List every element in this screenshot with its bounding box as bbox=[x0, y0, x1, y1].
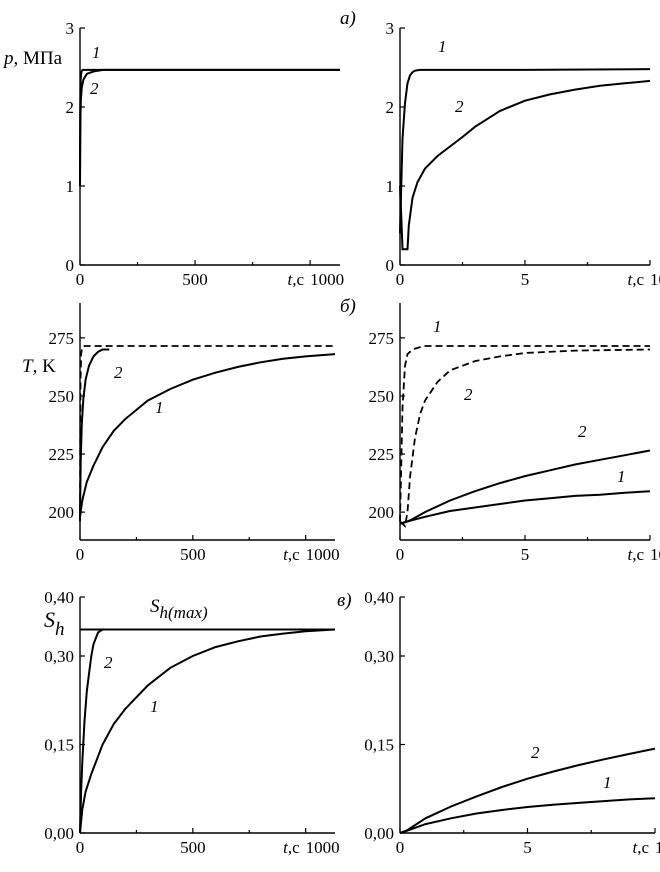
x-tick-label: 5 bbox=[521, 545, 530, 564]
curve-label: 1 bbox=[150, 697, 159, 716]
x-tick-label: 0 bbox=[396, 270, 405, 289]
panel-label: б) bbox=[340, 296, 356, 317]
curve-label: 1 bbox=[155, 398, 164, 417]
curve-label: 1 bbox=[603, 773, 612, 792]
series-line-2 bbox=[399, 747, 656, 834]
y-tick-label: 275 bbox=[49, 329, 75, 348]
curve-label: 2 bbox=[104, 653, 113, 672]
x-tick-label: 500 bbox=[180, 545, 206, 564]
x-tick-label: 0 bbox=[396, 838, 405, 857]
x-tick-label: 500 bbox=[182, 270, 208, 289]
annotation-label: Sh(max) bbox=[150, 596, 208, 622]
x-axis-label: t,c bbox=[627, 545, 644, 564]
y-tick-label: 225 bbox=[49, 445, 75, 464]
x-tick-label: 10 bbox=[650, 545, 660, 564]
series-line-2 bbox=[399, 79, 651, 251]
x-tick-label: 1000 bbox=[306, 545, 340, 564]
curve-label: 2 bbox=[90, 79, 99, 98]
panel-S_short: 0 5 10 t,c 0,00 0,15 0,30 0,40 2 1 bbox=[364, 588, 660, 857]
panel-p_long: 0 500 1000 t,c 0 1 2 3p, МПа а) 1 2 bbox=[2, 8, 356, 289]
x-tick-label: 5 bbox=[521, 270, 530, 289]
series-line-2 bbox=[399, 449, 651, 525]
curve-label: 1 bbox=[438, 37, 447, 56]
y-tick-label: 250 bbox=[369, 387, 395, 406]
y-tick-label: 3 bbox=[386, 19, 395, 38]
panel-label: а) bbox=[340, 8, 356, 29]
y-tick-label: 2 bbox=[66, 98, 75, 117]
x-axis-label: t,c bbox=[627, 270, 644, 289]
series-line-1 bbox=[399, 68, 651, 234]
y-tick-label: 275 bbox=[369, 329, 395, 348]
y-tick-label: 0,40 bbox=[44, 588, 74, 607]
curve-label: 1 bbox=[433, 317, 442, 336]
x-tick-label: 0 bbox=[76, 545, 85, 564]
y-tick-label: 0,15 bbox=[44, 736, 74, 755]
y-tick-label: 0,40 bbox=[364, 588, 394, 607]
panel-T_long: 0 500 1000 t,c 200 225 250 275 T, K б) 2 1 bbox=[22, 296, 356, 564]
y-tick-label: 0,15 bbox=[364, 736, 394, 755]
curve-label: 2 bbox=[531, 743, 540, 762]
panel-label: в) bbox=[337, 590, 352, 611]
y-tick-label: 0,30 bbox=[364, 647, 394, 666]
curve-label: 2 bbox=[578, 422, 587, 441]
x-axis-label: t,c bbox=[283, 838, 300, 857]
y-tick-label: 225 bbox=[369, 445, 395, 464]
y-tick-label: 0 bbox=[386, 256, 395, 275]
y-tick-label: 3 bbox=[66, 19, 75, 38]
series-line-1 bbox=[79, 628, 336, 834]
y-tick-label: 0,30 bbox=[44, 647, 74, 666]
x-tick-label: 10 bbox=[655, 838, 660, 857]
x-tick-label: 0 bbox=[76, 270, 85, 289]
y-tick-label: 2 bbox=[386, 98, 395, 117]
x-tick-label: 1000 bbox=[310, 270, 344, 289]
series-line-2 bbox=[79, 348, 110, 522]
curve-label: 2 bbox=[114, 363, 123, 382]
series-line-1 bbox=[399, 797, 656, 834]
series-line-1 bbox=[79, 353, 336, 517]
x-tick-label: 0 bbox=[76, 838, 85, 857]
y-axis-label: T, K bbox=[22, 356, 56, 377]
y-tick-label: 0 bbox=[66, 256, 75, 275]
series-line-gas-1 bbox=[399, 345, 650, 522]
y-tick-label: 250 bbox=[49, 387, 75, 406]
series-line-2 bbox=[79, 628, 110, 834]
series-line-gas-2 bbox=[399, 348, 651, 528]
x-axis-label: t,c bbox=[632, 838, 649, 857]
y-tick-label: 200 bbox=[369, 503, 395, 522]
x-tick-label: 1000 bbox=[306, 838, 340, 857]
panel-p_short: 0 5 10 t,c 0 1 2 3 1 2 bbox=[386, 19, 660, 289]
y-axis-label: Sh bbox=[44, 607, 65, 640]
y-tick-label: 0,00 bbox=[44, 824, 74, 843]
x-tick-label: 5 bbox=[523, 838, 532, 857]
curve-label: 2 bbox=[455, 97, 464, 116]
x-axis-label: t,c bbox=[288, 270, 305, 289]
panel-T_short: 0 5 10 t,c 200 225 250 275 1 2 2 1 bbox=[369, 303, 660, 564]
series-line-2 bbox=[79, 68, 340, 187]
x-axis-label: t,c bbox=[283, 545, 300, 564]
curve-label: 2 bbox=[464, 385, 473, 404]
x-tick-label: 0 bbox=[396, 545, 405, 564]
x-tick-label: 10 bbox=[650, 270, 660, 289]
y-tick-label: 200 bbox=[49, 503, 75, 522]
y-tick-label: 0,00 bbox=[364, 824, 394, 843]
curve-label: 1 bbox=[617, 467, 626, 486]
y-tick-label: 1 bbox=[386, 177, 395, 196]
y-tick-label: 1 bbox=[66, 177, 75, 196]
curve-label: 1 bbox=[92, 43, 101, 62]
series-line-1 bbox=[399, 490, 651, 525]
series-line-1 bbox=[79, 68, 340, 187]
x-tick-label: 500 bbox=[180, 838, 206, 857]
series-line-gas-1 bbox=[79, 345, 335, 522]
y-axis-label: p, МПа bbox=[2, 48, 63, 69]
